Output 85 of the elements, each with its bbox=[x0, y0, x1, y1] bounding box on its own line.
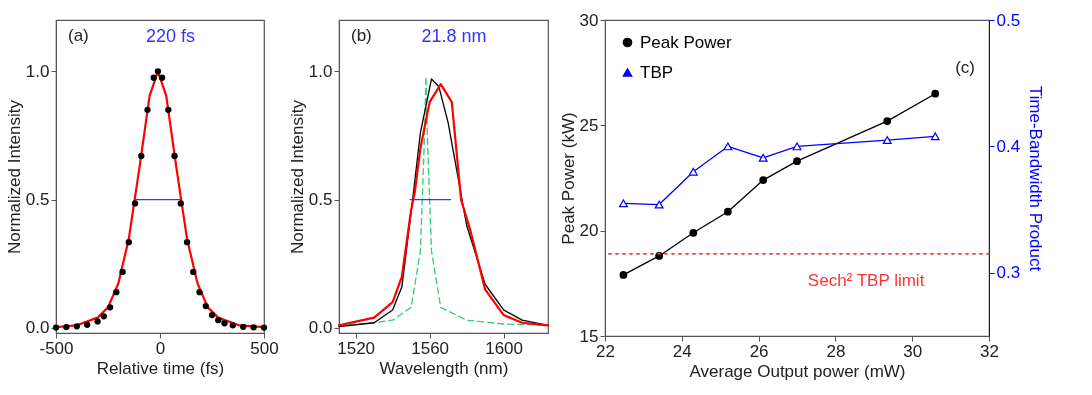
point bbox=[125, 239, 132, 246]
annotation: 220 fs bbox=[145, 26, 195, 46]
x-tick-label: 1560 bbox=[411, 338, 450, 358]
point bbox=[930, 132, 940, 141]
point bbox=[73, 323, 80, 330]
x-tick-label: 26 bbox=[749, 341, 769, 361]
point bbox=[150, 74, 157, 81]
point bbox=[793, 157, 801, 166]
x-tick-label: 1600 bbox=[485, 338, 524, 358]
point bbox=[883, 117, 892, 125]
annotation: (b) bbox=[351, 26, 372, 45]
point bbox=[724, 207, 732, 216]
y2-tick-label: 0.3 bbox=[996, 263, 1021, 283]
point bbox=[94, 318, 101, 325]
legend-label: Peak Power bbox=[640, 32, 732, 52]
point bbox=[688, 167, 698, 176]
y-tick-label: 1.0 bbox=[25, 61, 50, 81]
y2-tick-label: 0.5 bbox=[996, 10, 1021, 30]
point bbox=[119, 268, 126, 276]
y-axis-title: Normalized Intensity bbox=[4, 99, 24, 255]
point bbox=[654, 200, 664, 209]
point bbox=[52, 324, 60, 331]
point bbox=[215, 317, 222, 324]
point bbox=[190, 268, 197, 276]
x-tick-label: 30 bbox=[903, 341, 923, 361]
annotation: (c) bbox=[955, 58, 975, 77]
x-axis-title: Wavelength (nm) bbox=[379, 358, 509, 378]
x-tick-label: 24 bbox=[672, 341, 692, 361]
y-tick-label: 25 bbox=[579, 115, 599, 135]
y-axis-title: Normalized Intensity bbox=[287, 99, 307, 255]
annotation: 21.8 nm bbox=[421, 26, 487, 46]
x-tick-label: 32 bbox=[980, 341, 999, 361]
point bbox=[113, 289, 120, 296]
point bbox=[618, 199, 628, 208]
legend-label: TBP bbox=[640, 62, 674, 82]
y-tick-label: 1.0 bbox=[308, 61, 333, 81]
point bbox=[106, 304, 114, 311]
y-tick-label: 15 bbox=[579, 326, 599, 346]
point bbox=[792, 142, 802, 151]
point bbox=[171, 152, 178, 160]
point bbox=[202, 302, 209, 310]
point bbox=[689, 228, 698, 237]
x-axis-title: Average Output power (mW) bbox=[689, 361, 906, 381]
point bbox=[250, 324, 257, 331]
y-tick-label: 0.0 bbox=[308, 318, 333, 338]
point bbox=[144, 106, 151, 113]
point bbox=[619, 271, 628, 279]
point bbox=[100, 313, 107, 320]
ref-line-label: Sech² TBP limit bbox=[807, 270, 925, 290]
point bbox=[759, 176, 768, 184]
point bbox=[882, 136, 892, 145]
point bbox=[758, 153, 768, 162]
y-tick-label: 30 bbox=[579, 10, 599, 30]
annotation: (a) bbox=[68, 26, 89, 45]
x-tick-label: 0 bbox=[155, 338, 166, 358]
point bbox=[158, 74, 166, 81]
x-tick-label: 28 bbox=[826, 341, 846, 361]
point bbox=[183, 239, 191, 246]
point bbox=[165, 106, 172, 113]
x-tick-label: 1520 bbox=[337, 338, 376, 358]
point bbox=[131, 200, 139, 207]
point bbox=[723, 142, 733, 151]
point bbox=[177, 200, 184, 207]
point bbox=[260, 324, 268, 331]
point bbox=[221, 320, 228, 327]
x-tick-label: 22 bbox=[596, 341, 615, 361]
point bbox=[208, 311, 216, 319]
y2-tick-label: 0.4 bbox=[996, 136, 1021, 156]
x-tick-label: 500 bbox=[250, 338, 279, 358]
y-tick-label: 20 bbox=[579, 221, 599, 241]
y-axis-title: Peak Power (kW) bbox=[558, 112, 578, 245]
point bbox=[196, 289, 203, 296]
point bbox=[229, 322, 236, 329]
point bbox=[154, 68, 162, 75]
y-tick-label: 0.5 bbox=[25, 190, 50, 210]
point bbox=[240, 323, 247, 330]
x-tick-label: -500 bbox=[39, 338, 74, 358]
point bbox=[138, 152, 145, 160]
point bbox=[84, 321, 91, 328]
point bbox=[63, 323, 70, 331]
y2-axis-title: Time-Bandwidth Product bbox=[1026, 85, 1046, 272]
x-axis-title: Relative time (fs) bbox=[96, 358, 225, 378]
y-tick-label: 0.0 bbox=[25, 318, 50, 338]
point bbox=[931, 89, 940, 98]
y-tick-label: 0.5 bbox=[308, 190, 333, 210]
